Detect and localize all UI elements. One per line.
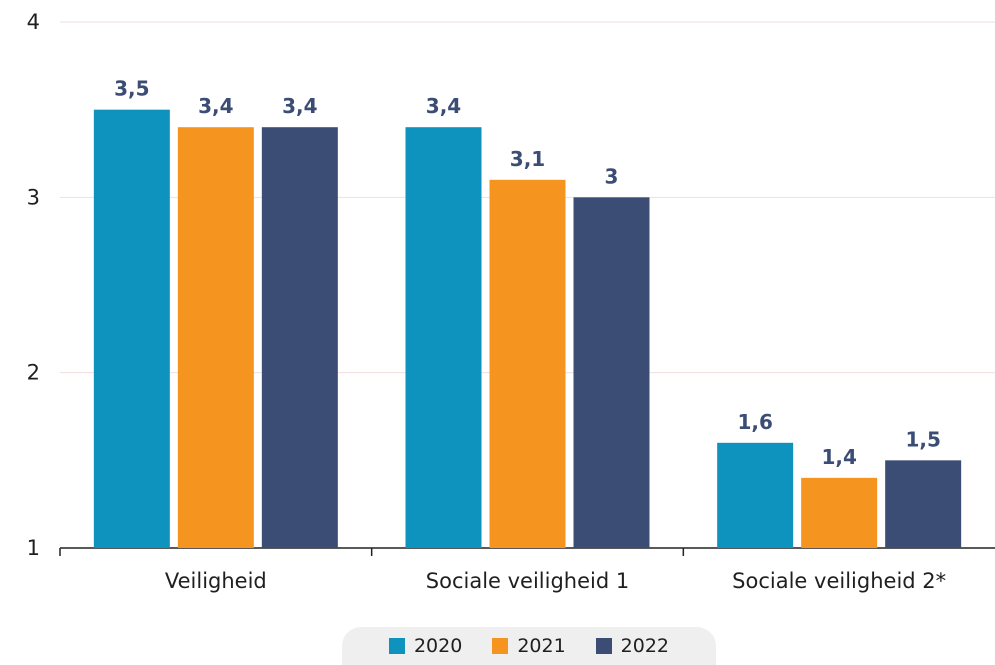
data-label-2021-0: 3,4 [198,94,233,118]
y-tick-label-1: 1 [27,536,40,560]
x-tick-label-1: Sociale veiligheid 1 [426,569,629,593]
legend-swatch-2020 [388,638,405,654]
y-tick-label-2: 2 [27,361,40,385]
legend-swatch-2022 [595,638,612,654]
bar-2022-2 [885,460,962,548]
data-label-2020-1: 3,4 [426,94,461,118]
data-label-2021-2: 1,4 [821,445,856,469]
data-label-2020-0: 3,5 [114,77,149,101]
bar-2021-1 [489,179,566,549]
x-tick-label-0: Veiligheid [165,569,267,593]
legend-item-2021: 2021 [492,635,566,657]
data-label-2022-1: 3 [605,164,619,188]
bar-2021-0 [177,127,254,548]
bar-2020-2 [717,442,794,548]
legend-label-2021: 2021 [517,635,566,657]
y-tick-label-3: 3 [27,185,40,209]
y-tick-label-4: 4 [27,10,40,34]
legend-swatch-2021 [492,638,509,654]
x-tick-label-2: Sociale veiligheid 2* [732,569,946,593]
legend-item-2020: 2020 [388,635,463,657]
data-label-2022-0: 3,4 [282,94,317,118]
bar-2022-1 [573,197,650,549]
legend-label-2020: 2020 [413,635,463,657]
bar-2022-0 [261,127,338,548]
legend-label-2022: 2022 [620,635,670,657]
data-label-2022-2: 1,5 [905,427,940,451]
legend: 2020 2021 2022 [342,627,716,665]
bar-2020-0 [93,109,170,549]
legend-item-2022: 2022 [595,635,670,657]
bar-2021-2 [801,477,878,548]
data-label-2020-2: 1,6 [737,410,772,434]
bar-2020-1 [405,127,482,548]
data-label-2021-1: 3,1 [510,147,545,171]
